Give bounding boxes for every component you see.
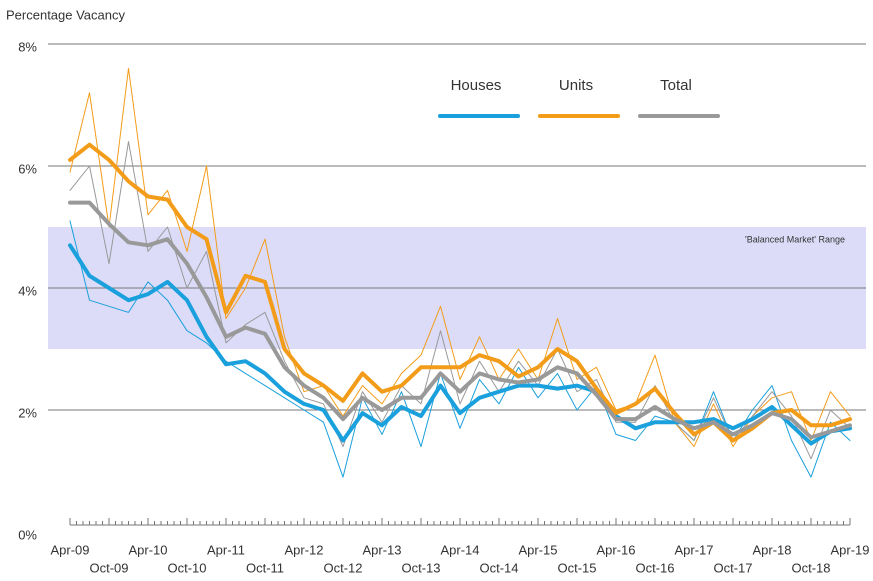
x-tick-label: Apr-11 bbox=[207, 542, 245, 557]
x-tick-label: Oct-11 bbox=[246, 560, 284, 575]
y-axis-label: Percentage Vacancy bbox=[6, 7, 125, 22]
x-tick-label: Oct-16 bbox=[635, 560, 674, 575]
x-tick-label: Oct-14 bbox=[479, 560, 518, 575]
series-line bbox=[68, 243, 852, 446]
legend-label: Units bbox=[559, 77, 593, 94]
x-tick-label: Apr-09 bbox=[50, 542, 89, 557]
x-tick-label: Apr-17 bbox=[674, 542, 713, 557]
x-tick-label: Apr-12 bbox=[284, 542, 323, 557]
x-tick-label: Apr-16 bbox=[596, 542, 635, 557]
y-tick-label: 6% bbox=[18, 161, 37, 176]
legend-label: Houses bbox=[451, 77, 502, 94]
series-line bbox=[69, 67, 851, 448]
y-tick-label: 2% bbox=[18, 405, 37, 420]
y-tick-label: 4% bbox=[18, 283, 37, 298]
x-tick-label: Apr-18 bbox=[752, 542, 791, 557]
x-tick-label: Apr-19 bbox=[830, 542, 869, 557]
x-tick-label: Apr-15 bbox=[518, 542, 557, 557]
series-line bbox=[69, 141, 851, 460]
x-tick-label: Oct-17 bbox=[713, 560, 752, 575]
x-tick-label: Apr-13 bbox=[362, 542, 401, 557]
series-line bbox=[68, 200, 852, 440]
x-tick-label: Apr-10 bbox=[128, 542, 167, 557]
x-tick-label: Apr-14 bbox=[440, 542, 479, 557]
x-tick-label: Oct-18 bbox=[791, 560, 830, 575]
x-tick-label: Oct-09 bbox=[89, 560, 128, 575]
x-tick-label: Oct-10 bbox=[167, 560, 206, 575]
series-line bbox=[69, 220, 851, 478]
legend-label: Total bbox=[660, 77, 692, 94]
band-label: 'Balanced Market' Range bbox=[745, 234, 845, 244]
y-tick-label: 8% bbox=[18, 39, 37, 54]
x-tick-label: Oct-15 bbox=[557, 560, 596, 575]
x-tick-label: Oct-13 bbox=[401, 560, 440, 575]
y-tick-label: 0% bbox=[18, 527, 37, 542]
x-tick-label: Oct-12 bbox=[323, 560, 362, 575]
